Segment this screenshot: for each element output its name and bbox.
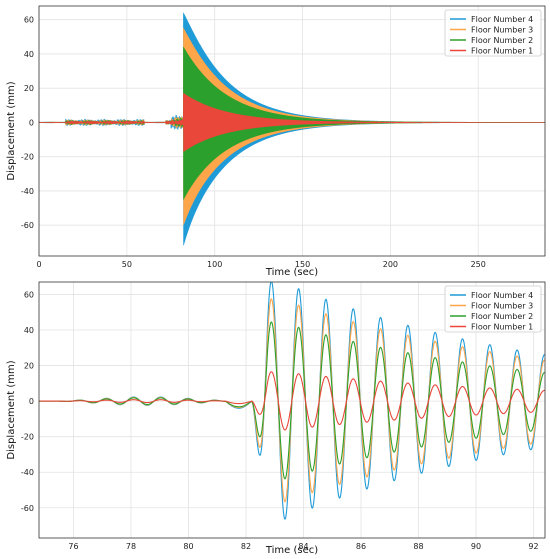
x-tick-label: 100 xyxy=(207,260,222,269)
x-tick-label: 50 xyxy=(122,260,132,269)
legend-box xyxy=(444,9,542,57)
legend-entry: Floor Number 1 xyxy=(471,47,533,56)
x-tick-label: 90 xyxy=(471,542,481,551)
y-tick-label: -40 xyxy=(21,187,34,196)
y-tick-label: 0 xyxy=(29,118,34,127)
y-tick-label: 60 xyxy=(24,290,34,299)
series-group xyxy=(39,12,545,246)
axes-frame xyxy=(38,281,546,539)
y-tick-label: -20 xyxy=(21,153,34,162)
legend-entry: Floor Number 3 xyxy=(471,302,533,311)
legend-entry: Floor Number 2 xyxy=(471,312,533,321)
legend-box xyxy=(444,285,542,333)
x-tick-label: 80 xyxy=(183,542,193,551)
y-tick-label: -20 xyxy=(21,433,34,442)
y-tick-label: 60 xyxy=(24,16,34,25)
legend-entry: Floor Number 1 xyxy=(471,323,533,332)
x-tick-label: 86 xyxy=(356,542,366,551)
x-tick-label: 0 xyxy=(36,260,41,269)
legend-entry: Floor Number 3 xyxy=(471,26,533,35)
series-group xyxy=(39,282,545,520)
series-line-floor-number-1 xyxy=(39,371,545,431)
chart-panel-1: 0 50 100 150 200 250 -60 -40 -20 0 20 40 60 Time (sec… xyxy=(6,5,546,278)
x-tick-label: 78 xyxy=(126,542,136,551)
x-tick-label: 92 xyxy=(528,542,538,551)
chart-panel-2: 76 78 80 82 84 86 88 90 92 -60 -40 -20 0 20 40 60 Time (… xyxy=(6,281,546,556)
series-line-floor-number-1 xyxy=(39,93,545,152)
legend-entry: Floor Number 2 xyxy=(471,36,533,45)
y-tick-label: 20 xyxy=(24,362,34,371)
x-tick-label: 88 xyxy=(413,542,423,551)
y-axis-label: Displacement (mm) xyxy=(6,360,17,459)
y-tick-label: -40 xyxy=(21,468,34,477)
x-tick-label: 200 xyxy=(383,260,398,269)
y-axis-label: Displacement (mm) xyxy=(6,81,17,180)
x-tick-label: 82 xyxy=(241,542,251,551)
x-tick-label: 250 xyxy=(471,260,486,269)
legend-entry: Floor Number 4 xyxy=(471,15,533,24)
y-tick-label: -60 xyxy=(21,504,34,513)
x-tick-label: 150 xyxy=(295,260,310,269)
y-tick-label: -60 xyxy=(21,221,34,230)
axes-frame xyxy=(38,5,546,257)
y-tick-label: 40 xyxy=(24,50,34,59)
y-tick-label: 0 xyxy=(29,397,34,406)
y-tick-label: 40 xyxy=(24,326,34,335)
x-tick-label: 84 xyxy=(298,542,308,551)
x-axis-label: Time (sec) xyxy=(265,267,318,278)
y-tick-label: 20 xyxy=(24,84,34,93)
legend-entry: Floor Number 4 xyxy=(471,291,533,300)
x-tick-label: 76 xyxy=(68,542,78,551)
x-axis-label: Time (sec) xyxy=(265,545,318,556)
